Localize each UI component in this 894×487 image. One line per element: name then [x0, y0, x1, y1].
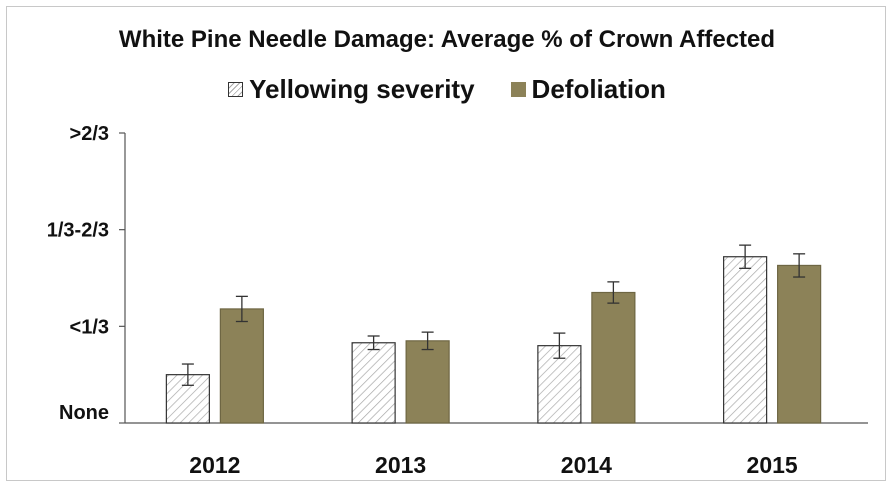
legend-item-yellowing: Yellowing severity — [228, 74, 475, 105]
bar-defoliation — [591, 291, 636, 424]
x-tick-label: 2015 — [747, 452, 798, 478]
bars — [165, 244, 822, 424]
y-tick-label: >2/3 — [70, 123, 109, 145]
y-tick-label: None — [59, 402, 109, 424]
y-tick-label: <1/3 — [70, 316, 109, 338]
bar-yellowing — [537, 345, 582, 424]
bar-defoliation — [405, 340, 450, 424]
axis-labels: None <1/3 1/3-2/3 >2/3 2012 2013 2014 2015 — [47, 123, 798, 478]
legend-label-yellowing: Yellowing severity — [249, 74, 475, 104]
x-tick-label: 2012 — [189, 452, 240, 478]
legend: Yellowing severity Defoliation — [0, 74, 894, 105]
legend-swatch-yellowing — [228, 82, 244, 97]
bar-defoliation — [777, 264, 822, 424]
bar-yellowing — [351, 342, 396, 424]
legend-swatch-defoliation — [510, 82, 526, 97]
bar-yellowing — [723, 256, 768, 424]
x-tick-label: 2014 — [561, 452, 612, 478]
bar-defoliation — [219, 308, 264, 424]
legend-label-defoliation: Defoliation — [531, 74, 666, 104]
y-tick-label: 1/3-2/3 — [47, 220, 109, 242]
chart-title: White Pine Needle Damage: Average % of C… — [118, 26, 776, 53]
x-tick-label: 2013 — [375, 452, 426, 478]
legend-item-defoliation: Defoliation — [510, 74, 666, 105]
